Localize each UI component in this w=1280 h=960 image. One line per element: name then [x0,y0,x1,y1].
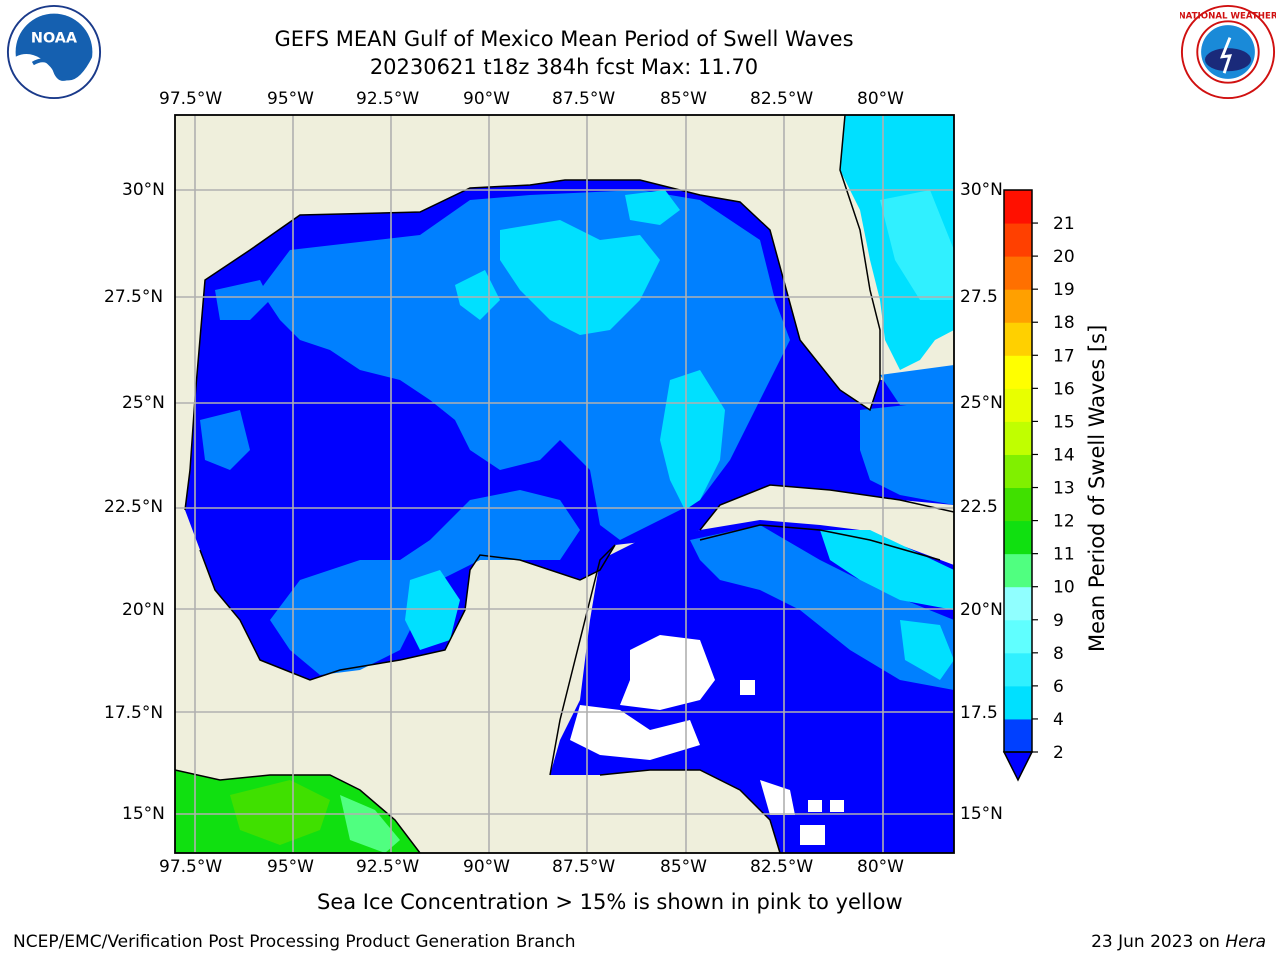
colorbar-segment [1004,553,1032,588]
colorbar-tick-label: 4 [1053,710,1064,730]
lat-label-left: 25°N [122,393,165,413]
colorbar-tick-label: 21 [1053,214,1075,234]
lat-label-right: 22.5 [960,497,998,517]
noaa-logo-icon: NOAA [6,4,102,100]
lon-label-bottom: 95°W [267,857,314,877]
colorbar-label: Mean Period of Swell Waves [s] [1085,324,1109,652]
colorbar-segment [1004,289,1032,323]
sea-ice-note: Sea Ice Concentration > 15% is shown in … [317,890,903,914]
colorbar-segment [1004,487,1032,522]
lon-label-bottom: 85°W [660,857,707,877]
colorbar-segment [1004,586,1032,621]
lon-label-top: 95°W [267,89,314,109]
lon-label-top: 90°W [463,89,510,109]
gulf-swell-high [500,220,660,335]
colorbar-segment [1004,652,1032,687]
colorbar-tick-label: 2 [1053,743,1064,763]
lat-label-left: 22.5°N [104,497,164,517]
colorbar-tick-label: 17 [1053,346,1075,366]
colorbar-tick-label: 9 [1053,611,1064,631]
lat-label-right: 25°N [960,393,1003,413]
colorbar-tick-label: 14 [1053,445,1075,465]
nws-logo-icon: NATIONAL WEATHER [1180,4,1276,100]
colorbar-frame [1003,189,1033,753]
lon-label-top: 85°W [660,89,707,109]
lon-label-bottom: 82.5°W [750,857,814,877]
lat-label-left: 20°N [122,600,165,620]
colorbar-segment [1004,223,1032,257]
map-frame [174,114,955,854]
lat-label-left: 27.5°N [104,287,164,307]
lon-label-bottom: 97.5°W [159,857,223,877]
footer-credit: NCEP/EMC/Verification Post Processing Pr… [13,932,576,952]
colorbar-tick-label: 16 [1053,379,1075,399]
colorbar-tick-label: 8 [1053,644,1064,664]
colorbar-underflow-triangle [1002,751,1034,782]
colorbar-tick-label: 10 [1053,578,1075,598]
colorbar-segment [1004,256,1032,290]
colorbar-segment [1004,190,1032,224]
colorbar-segment [1004,355,1032,389]
colorbar-tick-label: 12 [1053,512,1075,532]
lat-label-right: 27.5 [960,287,998,307]
lat-label-right: 17.5 [960,703,998,723]
svg-text:NOAA: NOAA [31,30,78,46]
colorbar-segment [1004,619,1032,654]
lat-label-left: 30°N [122,180,165,200]
colorbar-tick-label: 20 [1053,247,1075,267]
colorbar-tick-label: 18 [1053,313,1075,333]
colorbar-segment [1004,454,1032,489]
footer-date-text: 23 Jun 2023 on [1091,932,1220,952]
colorbar-segment [1004,421,1032,455]
lon-label-top: 92.5°W [356,89,420,109]
lat-label-right: 15°N [960,804,1003,824]
chart-title-line2: 20230621 t18z 384h fcst Max: 11.70 [369,55,759,79]
lon-label-top: 87.5°W [552,89,616,109]
lat-label-right: 30°N [960,180,1003,200]
colorbar-segment [1004,685,1032,720]
lat-label-left: 15°N [122,804,165,824]
colorbar-segment [1004,520,1032,555]
chart-title-line1: GEFS MEAN Gulf of Mexico Mean Period of … [274,27,854,51]
lon-label-top: 97.5°W [159,89,223,109]
colorbar-segment [1004,718,1032,753]
footer-host: Hera [1225,932,1266,952]
lon-label-bottom: 90°W [463,857,510,877]
lon-label-top: 80°W [857,89,904,109]
colorbar-tick-label: 19 [1053,280,1075,300]
lon-label-top: 82.5°W [750,89,814,109]
lon-label-bottom: 87.5°W [552,857,616,877]
colorbar-segment [1004,388,1032,422]
lon-label-bottom: 92.5°W [356,857,420,877]
lat-label-right: 20°N [960,600,1003,620]
lon-label-bottom: 80°W [857,857,904,877]
gulf-swell-mid [260,190,790,540]
footer-date: 23 Jun 2023 on Hera [1091,932,1266,952]
colorbar-segment [1004,322,1032,356]
colorbar-tick-label: 6 [1053,677,1064,697]
lat-label-left: 17.5°N [104,703,164,723]
colorbar-tick-label: 15 [1053,412,1075,432]
svg-text:NATIONAL WEATHER: NATIONAL WEATHER [1180,11,1276,21]
colorbar-tick-label: 13 [1053,479,1075,499]
colorbar-tick-label: 11 [1053,545,1075,565]
